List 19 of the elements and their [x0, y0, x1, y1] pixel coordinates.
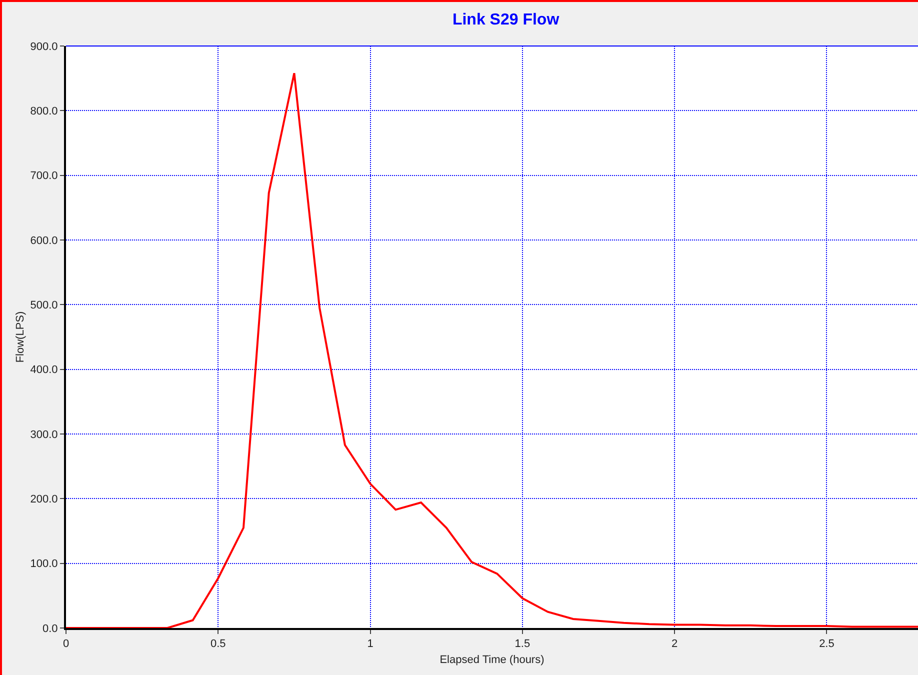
x-tick-label: 0	[62, 638, 70, 650]
y-tick-label: 900.0	[30, 40, 58, 53]
y-tick-label: 200.0	[30, 494, 58, 506]
x-tick-label: 2	[672, 638, 678, 650]
y-tick-label: 800.0	[30, 106, 58, 118]
x-axis-title: Elapsed Time (hours)	[440, 654, 544, 666]
y-tick-label: 300.0	[30, 428, 58, 441]
y-tick-label: 0.0	[42, 622, 58, 635]
y-tick-label: 100.0	[30, 558, 58, 570]
y-tick-label: 500.0	[30, 300, 58, 312]
chart-title: Link S29 Flow	[452, 11, 560, 28]
x-tick-label: 1.5	[514, 638, 530, 650]
y-tick-label: 700.0	[30, 170, 58, 182]
y-tick-label: 600.0	[30, 234, 58, 247]
x-tick-label: 2.5	[819, 638, 834, 650]
y-tick-label: 400.0	[30, 364, 58, 376]
y-axis-title: Flow(LPS)	[14, 311, 26, 363]
x-tick-label: 1	[367, 638, 374, 650]
x-tick-label: 0.5	[210, 638, 226, 650]
